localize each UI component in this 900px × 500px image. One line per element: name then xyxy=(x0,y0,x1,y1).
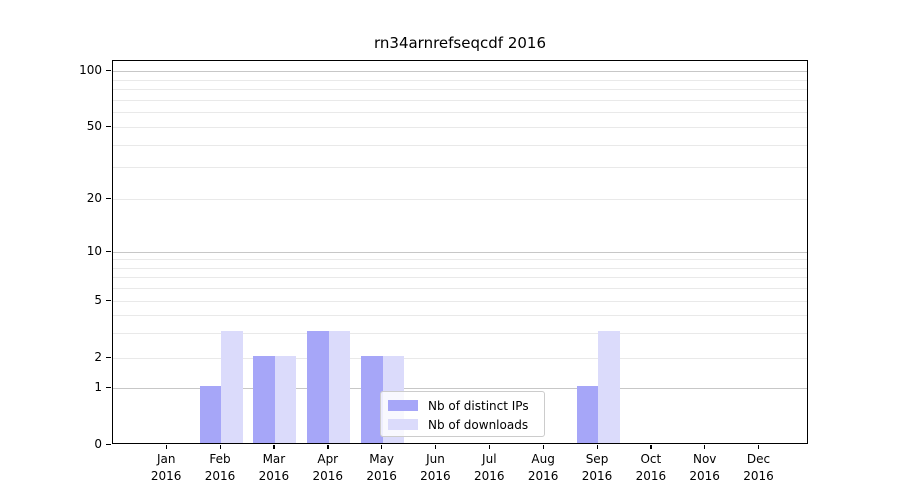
y-tick-label: 5 xyxy=(94,293,102,307)
y-tick-mark xyxy=(106,299,111,301)
y-tick-label: 20 xyxy=(86,191,102,205)
x-tick-label: Nov 2016 xyxy=(689,452,720,483)
major-gridline xyxy=(113,358,807,359)
bar-distinct-ips xyxy=(199,386,222,443)
x-tick-mark xyxy=(381,445,383,449)
legend-item: Nb of distinct IPs xyxy=(388,396,537,415)
y-tick-mark xyxy=(106,386,111,388)
x-tick-mark xyxy=(596,445,598,449)
minor-gridline xyxy=(113,288,807,290)
minor-gridline xyxy=(113,267,807,269)
x-tick-label: Apr 2016 xyxy=(312,452,344,483)
x-tick-label: Mar 2016 xyxy=(258,452,290,483)
x-tick-label: Oct 2016 xyxy=(635,452,667,483)
legend-item-label: Nb of distinct IPs xyxy=(428,398,529,413)
x-tick-mark xyxy=(542,445,544,449)
bar-distinct-ips xyxy=(253,356,275,443)
x-tick-label: Jul 2016 xyxy=(474,452,505,483)
major-gridline xyxy=(113,252,807,253)
y-tick-label: 100 xyxy=(79,63,102,77)
major-gridline xyxy=(113,71,807,72)
legend-swatch xyxy=(388,400,418,411)
minor-gridline xyxy=(113,144,807,146)
bar-downloads xyxy=(274,356,297,443)
x-tick-mark xyxy=(758,445,760,449)
x-tick-mark xyxy=(327,445,329,449)
major-gridline xyxy=(113,301,807,302)
y-tick-label: 2 xyxy=(94,350,102,364)
legend-item-label: Nb of downloads xyxy=(428,417,529,432)
major-gridline xyxy=(113,127,807,128)
x-tick-mark xyxy=(219,445,221,449)
bar-distinct-ips xyxy=(307,330,329,443)
x-tick-mark xyxy=(704,445,706,449)
legend-item: Nb of downloads xyxy=(388,415,537,434)
major-gridline xyxy=(113,388,807,389)
y-tick-label: 1 xyxy=(94,380,102,394)
x-tick-mark xyxy=(165,445,167,449)
bar-downloads xyxy=(598,330,620,443)
bar-downloads xyxy=(328,330,351,443)
x-tick-mark xyxy=(650,445,652,449)
plot-area: Nb of distinct IPs Nb of downloads xyxy=(112,60,808,444)
x-tick-label: Dec 2016 xyxy=(743,452,774,483)
y-tick-mark xyxy=(106,356,111,358)
x-tick-mark xyxy=(434,445,437,449)
legend: Nb of distinct IPs Nb of downloads xyxy=(380,391,545,437)
minor-gridline xyxy=(113,332,807,334)
x-tick-label: Jan 2016 xyxy=(150,452,182,483)
bar-distinct-ips xyxy=(576,386,598,443)
y-tick-mark xyxy=(106,125,111,127)
bar-distinct-ips xyxy=(361,356,383,443)
x-tick-label: Sep 2016 xyxy=(581,452,613,483)
minor-gridline xyxy=(113,112,807,114)
minor-gridline xyxy=(113,99,807,101)
y-tick-label: 0 xyxy=(94,437,102,451)
x-tick-label: Jun 2016 xyxy=(420,452,451,483)
x-tick-label: Aug 2016 xyxy=(527,452,559,483)
y-tick-label: 10 xyxy=(86,244,102,258)
bar-downloads xyxy=(221,330,243,443)
y-tick-label: 50 xyxy=(86,119,102,133)
minor-gridline xyxy=(113,277,807,279)
y-tick-mark xyxy=(106,250,111,252)
x-tick-label: Feb 2016 xyxy=(204,452,236,483)
y-tick-mark xyxy=(106,443,111,445)
minor-gridline xyxy=(113,79,807,81)
y-tick-mark xyxy=(106,69,111,71)
x-tick-mark xyxy=(273,445,275,449)
minor-gridline xyxy=(113,259,807,261)
minor-gridline xyxy=(113,167,807,169)
minor-gridline xyxy=(113,89,807,91)
chart-title: rn34arnrefseqcdf 2016 xyxy=(373,34,546,52)
y-tick-mark xyxy=(106,197,111,199)
x-tick-mark xyxy=(488,445,491,449)
minor-gridline xyxy=(113,314,807,316)
legend-swatch xyxy=(388,419,418,430)
x-tick-label: May 2016 xyxy=(366,452,397,483)
major-gridline xyxy=(113,199,807,200)
